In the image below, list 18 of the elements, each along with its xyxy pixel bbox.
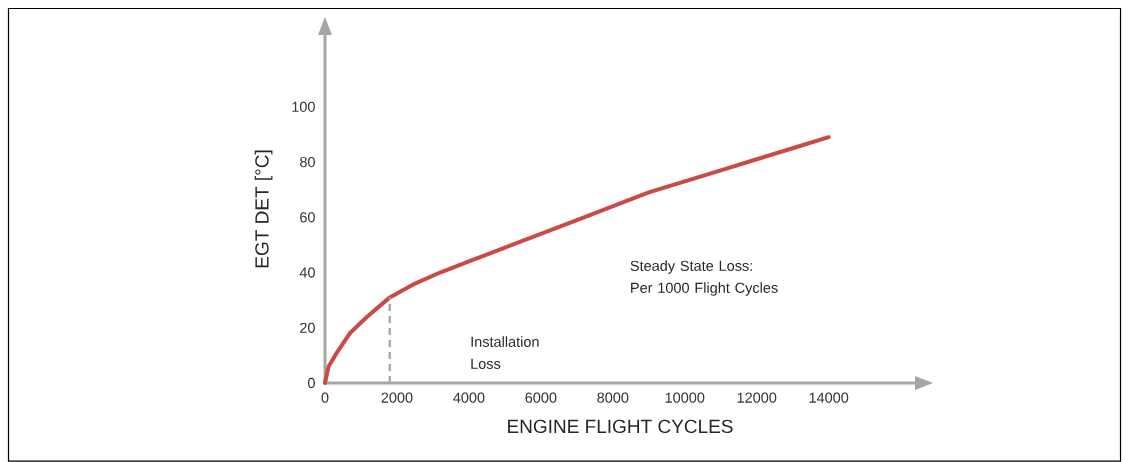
y-tick-label: 100 [292,101,315,112]
y-tick-label: 40 [299,267,315,278]
x-tick-label: 8000 [597,392,629,403]
y-tick-label: 20 [300,322,315,333]
y-tick-label: 0 [307,377,315,389]
x-axis-title: ENGINE FLIGHT CYCLES [508,419,733,434]
x-tick-label: 12000 [737,392,777,403]
x-tick-label: 4000 [453,392,485,403]
x-tick-label: 0 [321,392,329,403]
x-tick-label: 10000 [665,392,705,403]
x-tick-label: 2000 [381,392,413,403]
x-tick-label: 6000 [525,392,557,403]
y-tick-label: 80 [299,156,315,168]
y-tick-label: 60 [300,212,315,223]
annotation: Installation Loss [471,336,539,369]
x-tick-label: 14000 [809,392,849,403]
annotation: Steady State Loss: Per 1000 Flight Cycles [630,260,778,296]
y-axis-title: EGT DET [°C] [254,150,273,268]
